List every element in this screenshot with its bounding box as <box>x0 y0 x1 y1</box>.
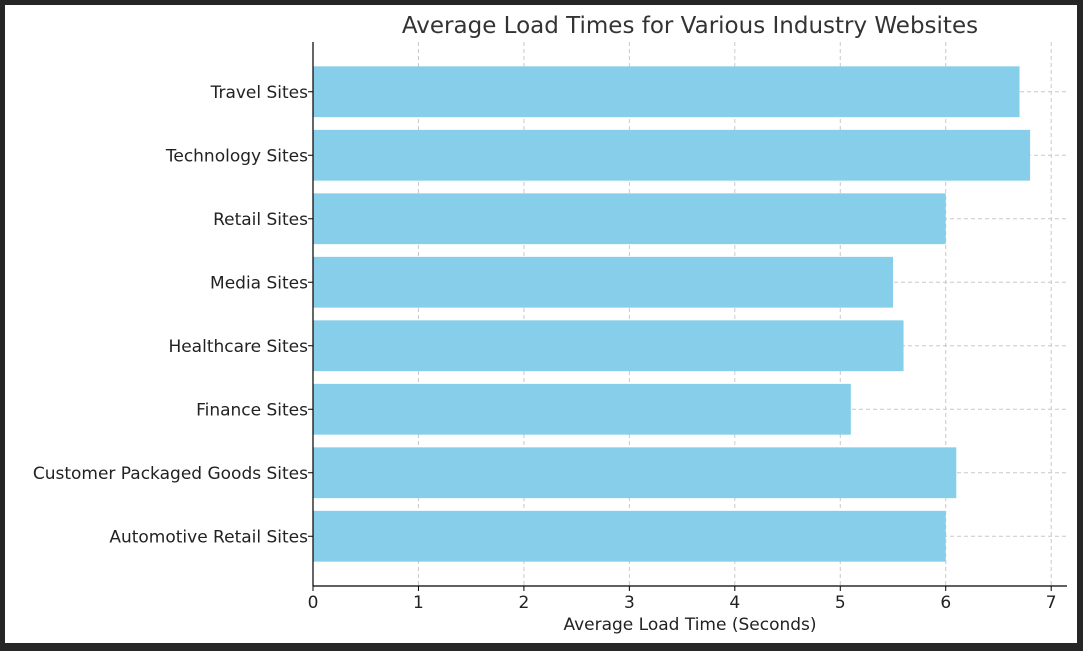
chart-frame: Average Load Times for Various Industry … <box>5 5 1077 643</box>
y-tick-label: Technology Sites <box>165 146 308 166</box>
x-tick-label: 1 <box>413 593 424 613</box>
y-tick-label: Travel Sites <box>210 83 309 103</box>
x-tick-label: 5 <box>835 593 846 613</box>
bar <box>313 510 946 562</box>
y-tick-label: Healthcare Sites <box>168 337 308 357</box>
x-axis-title: Average Load Time (Seconds) <box>563 615 816 635</box>
x-tick-label: 4 <box>729 593 740 613</box>
x-tick-label: 6 <box>940 593 951 613</box>
x-tick-label: 3 <box>624 593 635 613</box>
bar <box>313 129 1031 181</box>
bar <box>313 320 904 372</box>
y-tick-label: Customer Packaged Goods Sites <box>33 464 308 484</box>
x-tick-label: 2 <box>518 593 529 613</box>
bar <box>313 256 893 308</box>
y-tick-label: Finance Sites <box>196 400 308 420</box>
bar <box>313 383 851 435</box>
x-tick-label: 7 <box>1046 593 1057 613</box>
bar-chart: Average Load Times for Various Industry … <box>33 13 1067 635</box>
y-tick-label: Automotive Retail Sites <box>109 527 308 547</box>
bar <box>313 66 1020 118</box>
axes <box>308 42 1067 591</box>
chart-title: Average Load Times for Various Industry … <box>402 13 978 39</box>
bar <box>313 447 957 499</box>
y-tick-label: Retail Sites <box>213 210 308 230</box>
tick-labels: 0 1 2 3 4 5 6 7 Automotive Retail Sites Customer … <box>33 83 1057 613</box>
x-tick-label: 0 <box>308 593 319 613</box>
y-tick-label: Media Sites <box>210 273 308 293</box>
bar <box>313 193 946 245</box>
grid <box>313 42 1067 586</box>
bars <box>313 66 1031 562</box>
